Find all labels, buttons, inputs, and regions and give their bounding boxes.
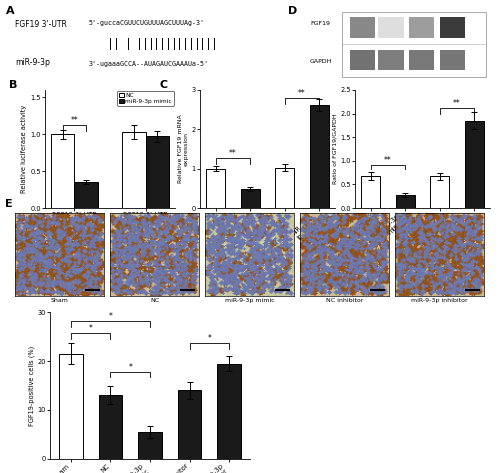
Text: *: * — [89, 324, 92, 333]
Bar — [440, 50, 465, 70]
Text: FGF19 3'-UTR: FGF19 3'-UTR — [15, 20, 67, 29]
Bar — [396, 195, 414, 208]
Bar — [217, 364, 241, 459]
Text: **: ** — [384, 156, 392, 165]
Text: GAPDH: GAPDH — [310, 60, 332, 64]
Text: A: A — [6, 6, 14, 16]
Bar — [240, 189, 260, 208]
Y-axis label: Relative luciferase activity: Relative luciferase activity — [22, 105, 28, 193]
Bar — [430, 176, 450, 208]
Bar — [465, 121, 484, 208]
Bar — [409, 50, 434, 70]
Text: **: ** — [70, 115, 78, 124]
Bar — [122, 132, 146, 208]
Bar — [361, 176, 380, 208]
Bar — [59, 354, 83, 459]
Y-axis label: Relative FGF19 mRNA
expression: Relative FGF19 mRNA expression — [178, 114, 189, 184]
Bar — [378, 50, 404, 70]
Text: **: ** — [453, 99, 461, 108]
Bar — [342, 12, 486, 77]
Text: FGF19: FGF19 — [310, 21, 330, 26]
Bar — [206, 169, 225, 208]
Bar — [98, 395, 122, 459]
Bar — [378, 17, 404, 38]
Bar — [146, 136, 169, 208]
Text: **: ** — [298, 89, 306, 98]
Bar — [178, 390, 202, 459]
Text: C: C — [160, 80, 168, 90]
Y-axis label: FGF19-positive cells (%): FGF19-positive cells (%) — [28, 345, 34, 426]
Bar — [276, 168, 294, 208]
Text: 3'-ugaaaGCCA--AUAGAUCGAAAUa-5': 3'-ugaaaGCCA--AUAGAUCGAAAUa-5' — [88, 61, 208, 67]
X-axis label: NC: NC — [150, 298, 159, 303]
Bar — [310, 105, 329, 208]
Text: *: * — [108, 312, 112, 321]
Bar — [350, 50, 375, 70]
X-axis label: Sham: Sham — [50, 298, 68, 303]
X-axis label: NC inhibitor: NC inhibitor — [326, 298, 363, 303]
Text: *: * — [128, 363, 132, 372]
Y-axis label: Ratio of FGF19/GAPDH: Ratio of FGF19/GAPDH — [332, 114, 338, 184]
Bar — [74, 182, 98, 208]
X-axis label: miR-9-3p mimic: miR-9-3p mimic — [224, 298, 274, 303]
Text: B: B — [8, 80, 17, 90]
Text: E: E — [5, 199, 12, 209]
Bar — [409, 17, 434, 38]
Text: *: * — [208, 334, 211, 343]
Bar — [51, 134, 74, 208]
X-axis label: miR-9-3p inhibitor: miR-9-3p inhibitor — [411, 298, 468, 303]
Text: D: D — [288, 6, 298, 16]
Bar — [138, 432, 162, 459]
Bar — [440, 17, 465, 38]
Bar — [350, 17, 375, 38]
Text: miR-9-3p: miR-9-3p — [15, 58, 50, 67]
Text: 5'-guccaCGUUCUGUUUAGCUUUAg-3': 5'-guccaCGUUCUGUUUAGCUUUAg-3' — [88, 20, 204, 26]
Legend: NC, miR-9-3p mimic: NC, miR-9-3p mimic — [118, 91, 174, 105]
Text: **: ** — [229, 149, 237, 158]
